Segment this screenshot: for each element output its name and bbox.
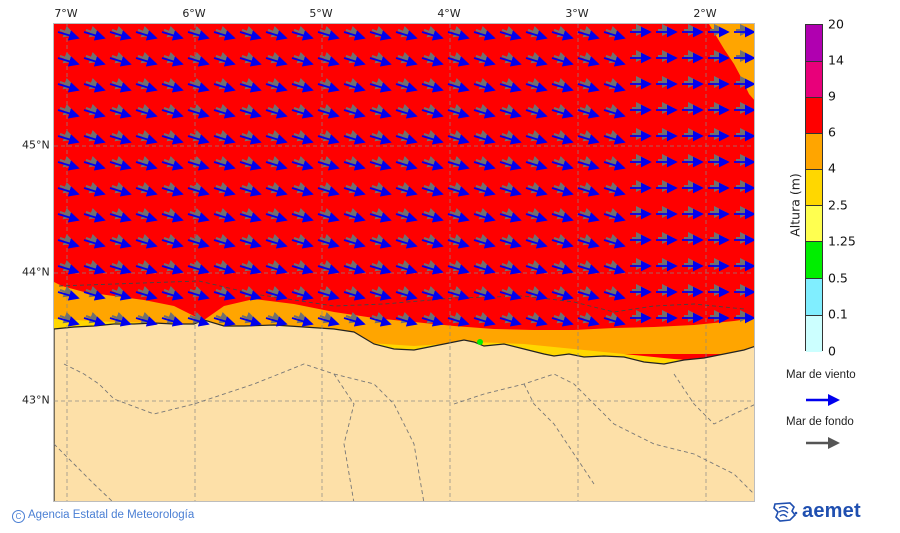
copyright-credit: C Agencia Estatal de Meteorología	[12, 509, 194, 523]
colorbar	[805, 24, 823, 352]
lon-tick: 3°W	[565, 7, 589, 20]
colorbar-label: 1.25	[828, 233, 856, 249]
colorbar-label: 2.5	[828, 197, 848, 213]
lat-tick: 43°N	[22, 393, 50, 407]
legend-swell-label: Mar de fondo	[786, 416, 854, 428]
swell-arrow-icon	[806, 437, 840, 449]
land-zone	[54, 319, 754, 501]
colorbar-band	[806, 25, 822, 61]
aemet-logo-text: aemet	[802, 500, 861, 522]
colorbar-band	[806, 169, 822, 205]
lon-tick: 5°W	[309, 7, 333, 20]
lat-tick: 45°N	[22, 138, 50, 152]
wave-direction-arrows	[57, 24, 754, 327]
colorbar-band	[806, 315, 822, 352]
colorbar-band	[806, 97, 822, 133]
colorbar-label: 9	[828, 88, 836, 104]
colorbar-label: 0.1	[828, 306, 848, 322]
aemet-logo-icon	[773, 501, 798, 522]
colorbar-label: 0.5	[828, 270, 848, 286]
copyright-icon: C	[12, 510, 25, 523]
colorbar-title: Altura (m)	[787, 173, 803, 237]
map-canvas	[54, 24, 754, 501]
lon-tick: 4°W	[437, 7, 461, 20]
graticule	[54, 24, 754, 501]
credit-text: Agencia Estatal de Meteorología	[28, 509, 195, 521]
lat-tick: 44°N	[22, 265, 50, 279]
colorbar-label: 6	[828, 124, 836, 140]
colorbar-band	[806, 133, 822, 169]
province-boundaries	[54, 363, 754, 501]
colorbar-label: 4	[828, 160, 836, 176]
colorbar-band	[806, 278, 822, 315]
lon-tick: 7°W	[54, 7, 78, 20]
lon-tick: 6°W	[182, 7, 206, 20]
sea-mid-zone-ne	[709, 24, 754, 100]
aemet-logo: aemet	[772, 500, 861, 523]
colorbar-label: 20	[828, 16, 844, 32]
colorbar-band	[806, 241, 822, 278]
colorbar-label: 0	[828, 343, 836, 359]
colorbar-band	[806, 61, 822, 97]
legend-wind-sea-label: Mar de viento	[786, 369, 856, 381]
lon-tick: 2°W	[693, 7, 717, 20]
wind-sea-arrow-icon	[806, 394, 840, 406]
sea-calm-spot	[477, 339, 483, 345]
colorbar-band	[806, 205, 822, 241]
colorbar-label: 14	[828, 52, 844, 68]
wave-height-map	[53, 23, 755, 502]
